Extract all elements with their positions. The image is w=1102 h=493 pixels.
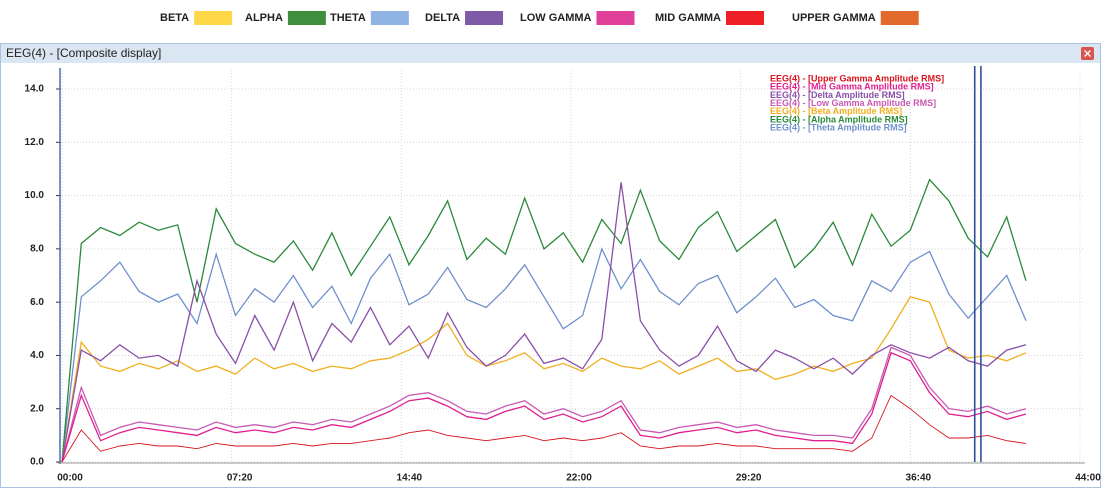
legend-entry: EEG(4) - [Mid Gamma Amplitude RMS] [770,82,934,92]
y-tick-label: 12.0 [25,137,45,148]
header-legend-label: MID GAMMA [655,12,721,24]
header-legend-label: LOW GAMMA [520,12,592,24]
header-legend-swatch [287,11,326,25]
header-legend-swatch [465,11,504,25]
series-line [61,182,1027,463]
legend-entry: EEG(4) - [Upper Gamma Amplitude RMS] [770,73,944,83]
y-tick-label: 10.0 [25,190,45,201]
header-legend-label: UPPER GAMMA [792,12,876,24]
series-line [61,351,1027,463]
legend-entry: EEG(4) - [Beta Amplitude RMS] [770,106,902,116]
series-line [61,394,1027,463]
header-legend-label: ALPHA [245,12,283,24]
series-line [61,247,1027,463]
x-tick-label: 07:20 [227,473,253,484]
x-tick-label: 44:00 [1075,473,1101,484]
window-title-bar [1,44,1100,63]
x-tick-label: 14:40 [397,473,423,484]
header-legend-swatch [726,11,764,25]
close-icon [1084,50,1091,57]
y-tick-label: 0.0 [30,457,44,468]
y-tick-label: 6.0 [30,297,44,308]
y-tick-label: 14.0 [25,84,45,95]
legend-entry: EEG(4) - [Low Gamma Amplitude RMS] [770,98,936,108]
legend-entry: EEG(4) - [Alpha Amplitude RMS] [770,114,908,124]
series-line [61,178,1027,463]
legend-entry: EEG(4) - [Theta Amplitude RMS] [770,123,907,133]
header-legend-swatch [596,11,635,25]
x-tick-label: 29:20 [736,473,762,484]
series-line [61,346,1027,463]
x-tick-label: 22:00 [566,473,592,484]
window-title: EEG(4) - [Composite display] [6,46,161,60]
y-tick-label: 8.0 [30,243,44,254]
header-legend-label: THETA [330,12,366,24]
window-frame [0,43,1101,488]
y-tick-label: 2.0 [30,403,44,414]
header-legend-swatch [194,11,233,25]
header-legend-swatch [880,11,919,25]
header-legend-label: BETA [160,12,189,24]
y-tick-label: 4.0 [30,350,44,361]
legend-entry: EEG(4) - [Delta Amplitude RMS] [770,90,905,100]
header-legend-label: DELTA [425,12,460,24]
x-tick-label: 36:40 [906,473,932,484]
series-line [61,296,1027,463]
header-legend-swatch [370,11,409,25]
x-tick-label: 00:00 [57,473,83,484]
